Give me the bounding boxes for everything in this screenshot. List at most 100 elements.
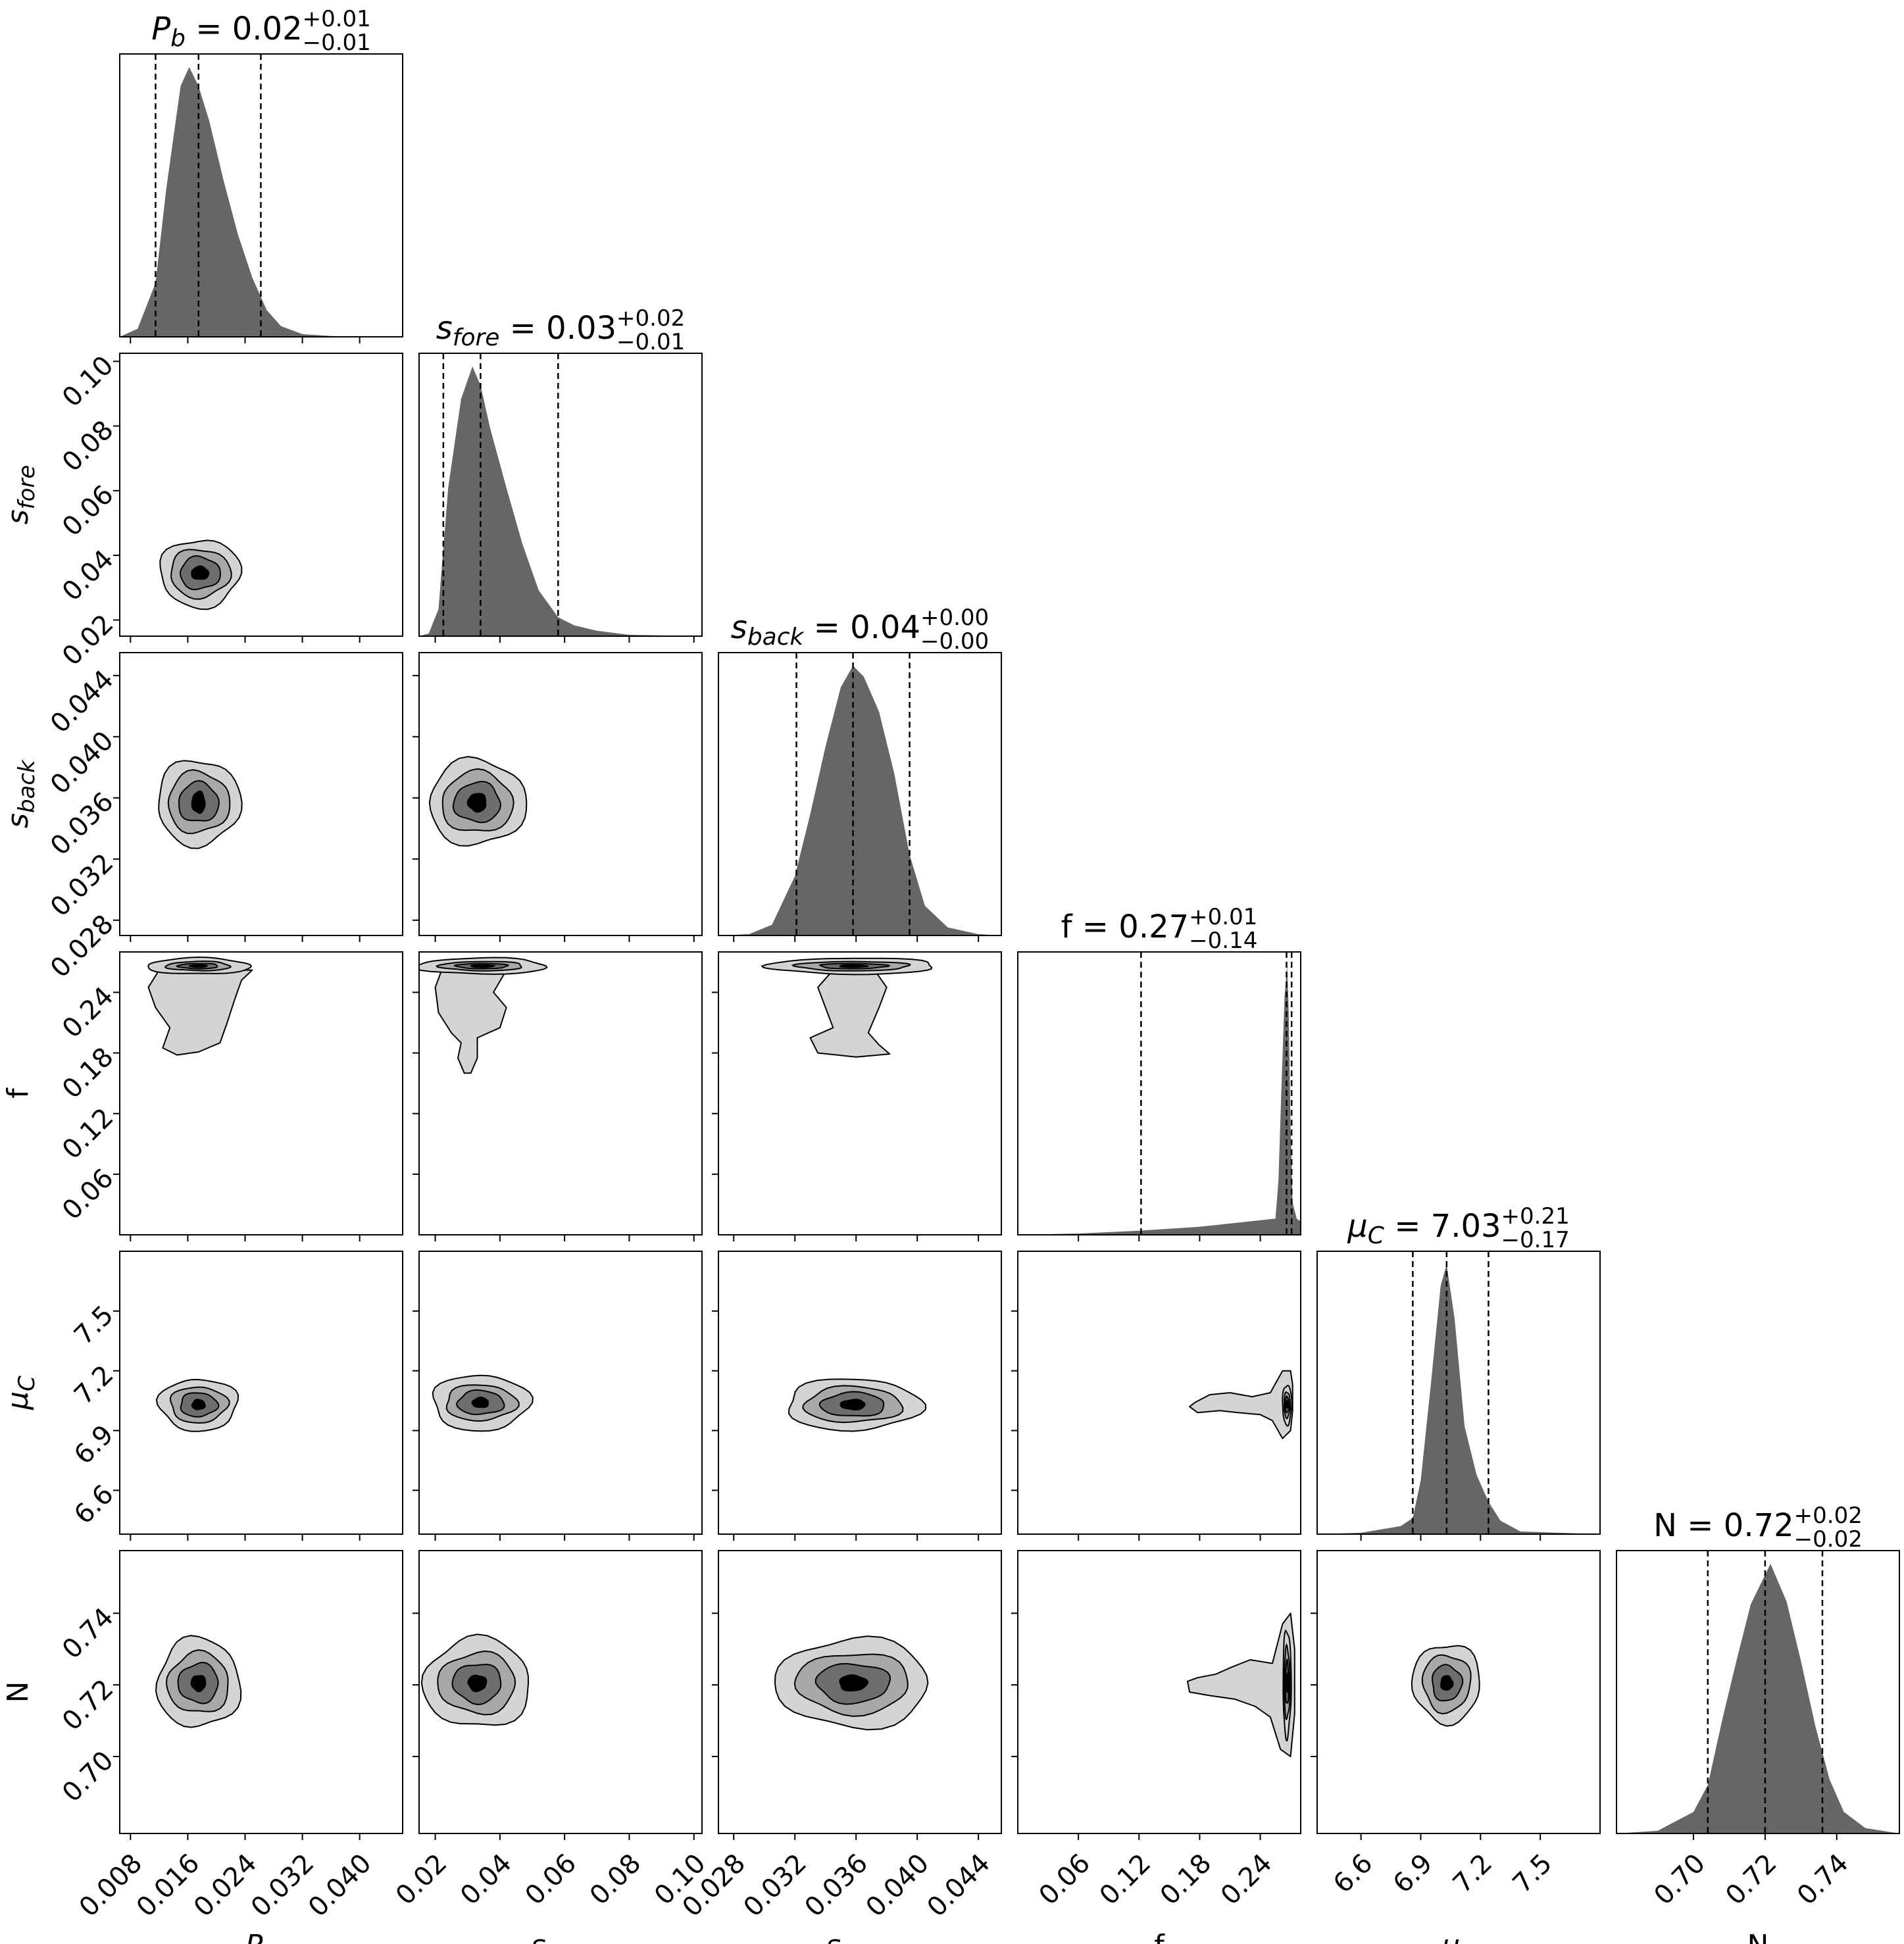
xtick-label-2-2: 0.036 <box>799 1848 874 1923</box>
ytick-label-2-1: 0.032 <box>45 848 120 923</box>
title-name-f: f <box>1061 909 1073 945</box>
histogram-pb <box>120 67 403 337</box>
contour-3-1-level-3 <box>470 964 495 968</box>
xlabel-muc: μC <box>1441 1929 1476 1944</box>
xtick-label-3-0: 0.06 <box>1034 1848 1097 1911</box>
contour-5-0-level-3 <box>190 1674 207 1693</box>
xlabel-pb: Pb <box>245 1929 277 1944</box>
ytick-label-2-4: 0.044 <box>45 664 120 739</box>
title-minus-sback: −0.00 <box>920 628 989 655</box>
title-n: N = 0.72+0.02 −0.02 <box>1653 1503 1863 1553</box>
cell-frame-1-0 <box>119 353 403 637</box>
contour-4-1-level-3 <box>471 1396 489 1408</box>
xtick-label-3-2: 0.18 <box>1155 1848 1218 1911</box>
title-name-sub-muc: C <box>1368 1222 1385 1249</box>
cell-frame-4-1 <box>418 1251 703 1535</box>
cell-frame-5-2 <box>718 1550 1002 1834</box>
xlabel-sback-sub: back <box>841 1941 895 1944</box>
cell-frame-4-4 <box>1316 1251 1601 1535</box>
title-name-n: N <box>1653 1507 1677 1544</box>
title-plus-sfore: +0.02 <box>616 305 685 332</box>
ylabel-f-main: f <box>1 1087 35 1099</box>
title-name-sback: s <box>731 609 747 646</box>
title-eq-sback: = 0.04 <box>803 609 920 646</box>
contour-1-0-level-3 <box>191 565 210 580</box>
xtick-label-0-4: 0.040 <box>303 1848 378 1923</box>
title-minus-pb: −0.01 <box>303 30 371 56</box>
title-plus-muc: +0.21 <box>1501 1203 1570 1230</box>
xtick-label-2-1: 0.032 <box>738 1848 813 1923</box>
ylabel-muc-main: μ <box>1 1391 35 1410</box>
title-text-n: N = 0.72+0.02 −0.02 <box>1653 1503 1863 1553</box>
ytick-label-3-0: 0.06 <box>57 1163 120 1226</box>
title-minus-muc: −0.17 <box>1501 1227 1570 1253</box>
xlabel-f-main: f <box>1154 1929 1165 1944</box>
ylabel-f: f <box>1 1087 35 1099</box>
title-eq-pb: = 0.02 <box>186 11 303 47</box>
ylabel-muc-sub: C <box>14 1376 40 1391</box>
title-text-sback: sback = 0.04+0.00 −0.00 <box>731 605 989 655</box>
ytick-label-2-3: 0.040 <box>45 726 120 801</box>
xtick-label-1-0: 0.02 <box>390 1848 453 1911</box>
title-minus-sfore: −0.01 <box>616 329 685 355</box>
cell-frame-2-1 <box>418 652 703 936</box>
title-plus-n: +0.02 <box>1794 1503 1863 1529</box>
ylabel-muc: μC <box>1 1376 40 1410</box>
cell-frame-5-5 <box>1616 1550 1900 1834</box>
xtick-label-4-3: 7.5 <box>1507 1848 1559 1899</box>
ytick-label-1-1: 0.04 <box>57 544 120 607</box>
title-text-pb: Pb = 0.02+0.01 −0.01 <box>151 6 371 56</box>
xlabel-muc-main: μ <box>1441 1929 1460 1944</box>
cell-frame-4-3 <box>1017 1251 1301 1535</box>
xtick-label-4-0: 6.6 <box>1328 1848 1379 1899</box>
xlabel-sback: sback <box>826 1929 895 1944</box>
title-sback: sback = 0.04+0.00 −0.00 <box>731 605 989 655</box>
title-text-sfore: sfore = 0.03+0.02 −0.01 <box>436 305 685 355</box>
xtick-label-3-1: 0.12 <box>1094 1848 1157 1911</box>
cell-frame-5-4 <box>1316 1550 1601 1834</box>
title-name-sub-sback: back <box>747 624 805 651</box>
title-name-pb: P <box>151 11 170 47</box>
contour-tail-5-3 <box>1187 1612 1295 1757</box>
contour-3-0-level-3 <box>188 964 209 968</box>
title-text-f: f = 0.27+0.01 −0.14 <box>1061 904 1258 954</box>
ytick-label-1-2: 0.06 <box>57 480 120 543</box>
contour-4-0-level-3 <box>191 1399 206 1410</box>
contour-core-5-3-level-3 <box>1286 1672 1289 1694</box>
title-text-muc: μC = 7.03+0.21 −0.17 <box>1347 1203 1570 1253</box>
histogram-sfore <box>419 366 702 636</box>
xtick-label-3-3: 0.24 <box>1215 1848 1278 1911</box>
contour-2-1-level-3 <box>466 793 487 813</box>
title-minus-n: −0.02 <box>1794 1526 1863 1553</box>
xlabel-muc-sub: C <box>1460 1941 1476 1944</box>
cell-frame-5-3 <box>1017 1550 1301 1834</box>
ylabel-sback-sub: back <box>14 759 40 813</box>
ylabel-n: N <box>1 1682 35 1703</box>
title-plus-f: +0.01 <box>1189 904 1257 930</box>
ytick-label-5-2: 0.74 <box>57 1602 120 1665</box>
cell-frame-3-2 <box>718 951 1002 1235</box>
ylabel-sback-main: s <box>1 813 35 828</box>
contour-3-2-level-3 <box>839 964 869 968</box>
ytick-label-4-1: 6.9 <box>68 1420 120 1471</box>
xtick-label-5-0: 0.70 <box>1648 1848 1711 1911</box>
xtick-label-4-2: 7.2 <box>1447 1848 1499 1899</box>
xtick-label-1-3: 0.08 <box>584 1848 647 1911</box>
histogram-f <box>1018 965 1301 1235</box>
title-pb: Pb = 0.02+0.01 −0.01 <box>151 6 371 56</box>
title-eq-f: = 0.27 <box>1072 909 1190 945</box>
title-f: f = 0.27+0.01 −0.14 <box>1061 904 1258 954</box>
xlabel-pb-main: P <box>245 1929 263 1944</box>
histogram-sback <box>718 666 1001 935</box>
contour-core-4-3-level-3 <box>1286 1399 1289 1409</box>
xlabel-sback-main: s <box>826 1929 841 1944</box>
xlabel-n-main: N <box>1747 1929 1769 1944</box>
xtick-label-0-1: 0.016 <box>131 1848 206 1923</box>
cell-frame-5-1 <box>418 1550 703 1834</box>
cell-frame-2-0 <box>119 652 403 936</box>
contour-2-0-level-3 <box>191 790 206 814</box>
title-muc: μC = 7.03+0.21 −0.17 <box>1347 1203 1570 1253</box>
title-eq-muc: = 7.03 <box>1384 1208 1501 1245</box>
ytick-label-5-0: 0.70 <box>57 1745 120 1808</box>
